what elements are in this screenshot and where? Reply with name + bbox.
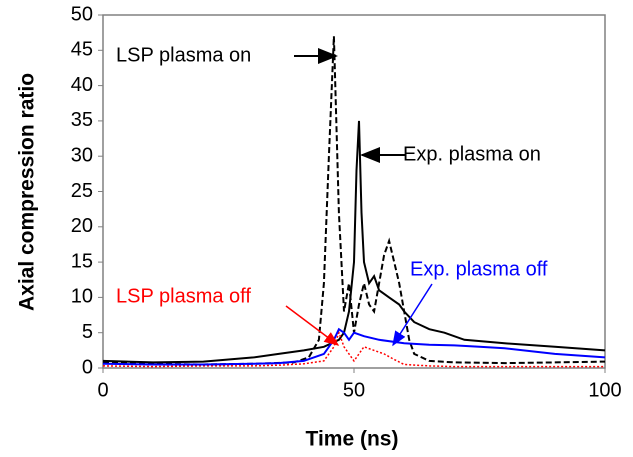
y-tick-label: 10 (71, 286, 93, 308)
y-tick-label: 15 (71, 250, 93, 272)
y-tick-label: 30 (71, 144, 93, 166)
y-tick-label: 35 (71, 109, 93, 131)
y-tick-label: 0 (82, 356, 93, 378)
x-axis-title: Time (ns) (306, 428, 399, 451)
series-line (102, 36, 606, 366)
series-line (102, 327, 606, 366)
y-tick-label: 45 (71, 39, 93, 61)
y-tick-label: 40 (71, 74, 93, 96)
y-axis-title: Axial compression ratio (16, 73, 39, 311)
plot-frame (102, 14, 606, 369)
y-tick-label: 25 (71, 180, 93, 202)
annotation: LSP plasma on (116, 44, 251, 66)
series-line (102, 120, 606, 364)
annotation-arrow (285, 305, 340, 346)
series-line (102, 330, 605, 368)
y-tick-label: 20 (71, 215, 93, 237)
annotation-arrow (392, 283, 433, 347)
annotation: Exp. plasma on (403, 143, 541, 165)
x-tick-label: 100 (588, 379, 621, 401)
x-tick-label: 50 (343, 379, 365, 401)
y-tick-label: 50 (71, 3, 93, 25)
y-tick-label: 5 (82, 321, 93, 343)
annotation: LSP plasma off (116, 285, 251, 307)
annotation: Exp. plasma off (410, 258, 548, 280)
x-tick-label: 0 (97, 379, 108, 401)
